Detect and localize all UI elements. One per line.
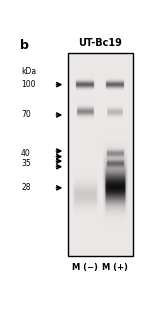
Text: 40: 40 (21, 149, 31, 158)
Text: UT-Bc19: UT-Bc19 (78, 38, 122, 48)
Text: kDa: kDa (21, 67, 36, 76)
Text: 70: 70 (21, 110, 31, 120)
Text: 35: 35 (21, 159, 31, 168)
Text: M (−): M (−) (72, 263, 98, 272)
Bar (68, 53, 133, 256)
Text: 28: 28 (21, 183, 31, 192)
Text: M (+): M (+) (102, 263, 128, 272)
Text: 100: 100 (21, 80, 36, 89)
Text: b: b (20, 39, 29, 52)
